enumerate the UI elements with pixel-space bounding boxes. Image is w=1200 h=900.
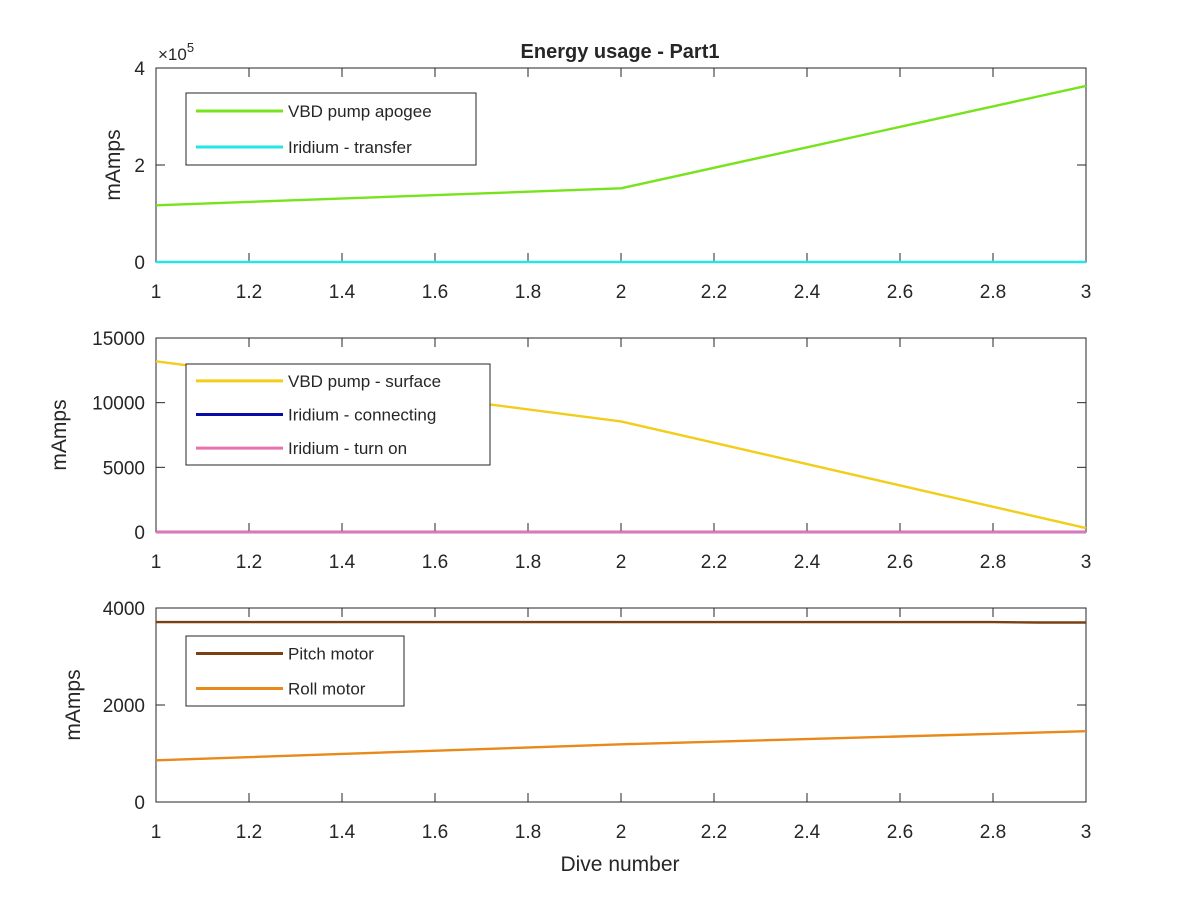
subplot-3-x-tick-label: 1.6 <box>422 822 448 843</box>
subplot-3-legend-label: Pitch motor <box>288 645 374 664</box>
subplot-1-x-tick-label: 1.2 <box>236 282 262 303</box>
subplot-2-x-tick-label: 1.4 <box>329 552 356 573</box>
subplot-2-x-tick-label: 2.2 <box>701 552 727 573</box>
subplot-3-legend-label: Roll motor <box>288 680 366 699</box>
subplot-3-series-line-2 <box>155 730 1087 762</box>
chart-title: Energy usage - Part1 <box>521 41 720 63</box>
subplot-1-x-tick-label: 1.6 <box>422 282 448 303</box>
subplot-3-x-tick-label: 2.4 <box>794 822 821 843</box>
subplot-1-x-tick-label: 2.6 <box>887 282 913 303</box>
subplot-2-y-tick-label: 15000 <box>92 329 145 350</box>
subplot-3-y-tick-label: 0 <box>134 793 145 814</box>
subplot-2-legend-label: Iridium - connecting <box>288 406 436 425</box>
subplot-1-x-tick-label: 2.2 <box>701 282 727 303</box>
subplot-1-legend-label: Iridium - transfer <box>288 138 412 157</box>
subplot-2-legend-label: VBD pump - surface <box>288 372 441 391</box>
subplot-3-x-tick-label: 1 <box>151 822 162 843</box>
subplot-1-y-tick-label: 4 <box>134 59 145 80</box>
subplot-2-y-axis-label: mAmps <box>48 399 71 470</box>
subplot-2-y-tick-label: 10000 <box>92 394 145 415</box>
subplot-3-legend-box <box>185 635 405 707</box>
subplot-2-x-tick-label: 2.6 <box>887 552 913 573</box>
subplot-3-x-tick-label: 3 <box>1081 822 1092 843</box>
subplot-1-x-tick-label: 1.8 <box>515 282 541 303</box>
subplot-2-x-tick-label: 3 <box>1081 552 1092 573</box>
subplot-1-y-axis-label: mAmps <box>102 129 125 200</box>
subplot-3-y-axis-label: mAmps <box>62 669 85 740</box>
subplot-1-x-tick-label: 1.4 <box>329 282 356 303</box>
subplot-1-y-tick-label: 2 <box>134 156 145 177</box>
subplot-1-x-tick-label: 3 <box>1081 282 1092 303</box>
subplot-3-x-tick-label: 2 <box>616 822 627 843</box>
subplot-2-legend-label: Iridium - turn on <box>288 439 407 458</box>
subplot-3-x-tick-label: 2.6 <box>887 822 913 843</box>
subplot-1-x-tick-label: 2.8 <box>980 282 1006 303</box>
subplot-2-x-tick-label: 2.4 <box>794 552 821 573</box>
subplot-2-x-tick-label: 2.8 <box>980 552 1006 573</box>
subplot-1-legend-label: VBD pump apogee <box>288 102 432 121</box>
subplot-3-x-tick-label: 1.2 <box>236 822 262 843</box>
subplot-3-y-tick-label: 4000 <box>103 599 145 620</box>
subplot-1-x-tick-label: 2.4 <box>794 282 821 303</box>
subplot-3-y-tick-label: 2000 <box>103 696 145 717</box>
subplot-2-x-tick-label: 1 <box>151 552 162 573</box>
subplot-2-x-tick-label: 2 <box>616 552 627 573</box>
subplot-3-x-tick-label: 1.8 <box>515 822 541 843</box>
subplot-1-y-tick-label: 0 <box>134 253 145 274</box>
subplot-2-x-tick-label: 1.8 <box>515 552 541 573</box>
subplot-3-x-tick-label: 2.2 <box>701 822 727 843</box>
subplot-1-x-tick-label: 2 <box>616 282 627 303</box>
subplot-bottom: 1 1.2 1.4 1.6 1.8 2 2.2 2.4 2.6 2.8 3 0 2000 4000 mAmp… <box>62 599 1091 843</box>
subplot-2-x-tick-label: 1.2 <box>236 552 262 573</box>
subplot-1-series-line-1 <box>155 84 1087 207</box>
subplot-top: 1 1.2 1.4 1.6 1.8 2 2.2 2.4 2.6 2.8 3024×105mAmpsV… <box>102 40 1091 303</box>
subplot-1-x-tick-label: 1 <box>151 282 162 303</box>
subplot-2-y-tick-label: 0 <box>134 523 145 544</box>
x-axis-label: Dive number <box>560 853 679 876</box>
subplot-2-y-tick-label: 5000 <box>103 458 145 479</box>
subplot-3-x-tick-label: 1.4 <box>329 822 356 843</box>
subplot-2-x-tick-label: 1.6 <box>422 552 448 573</box>
subplot-middle: 1 1.2 1.4 1.6 1.8 2 2.2 2.4 2.6 2.8 3 0 5000 10000 150… <box>48 329 1091 573</box>
subplot-1-legend-box <box>185 92 477 166</box>
subplot-3-x-tick-label: 2.8 <box>980 822 1006 843</box>
